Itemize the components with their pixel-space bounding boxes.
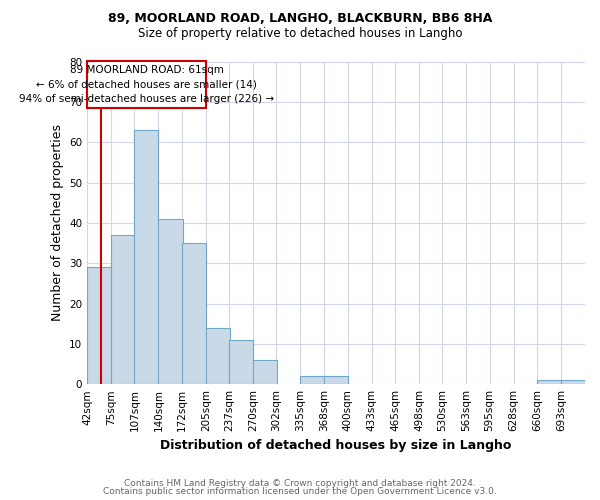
Text: 89 MOORLAND ROAD: 61sqm
← 6% of detached houses are smaller (14)
94% of semi-det: 89 MOORLAND ROAD: 61sqm ← 6% of detached… bbox=[19, 65, 274, 104]
Bar bbox=[158, 219, 182, 384]
Text: Size of property relative to detached houses in Langho: Size of property relative to detached ho… bbox=[138, 28, 462, 40]
X-axis label: Distribution of detached houses by size in Langho: Distribution of detached houses by size … bbox=[160, 440, 512, 452]
Bar bbox=[87, 62, 206, 108]
Bar bbox=[111, 235, 135, 384]
Text: Contains HM Land Registry data © Crown copyright and database right 2024.: Contains HM Land Registry data © Crown c… bbox=[124, 478, 476, 488]
Bar bbox=[134, 130, 158, 384]
Bar bbox=[325, 376, 349, 384]
Bar bbox=[229, 340, 253, 384]
Text: 89, MOORLAND ROAD, LANGHO, BLACKBURN, BB6 8HA: 89, MOORLAND ROAD, LANGHO, BLACKBURN, BB… bbox=[108, 12, 492, 26]
Bar bbox=[206, 328, 230, 384]
Y-axis label: Number of detached properties: Number of detached properties bbox=[50, 124, 64, 322]
Bar bbox=[537, 380, 561, 384]
Text: Contains public sector information licensed under the Open Government Licence v3: Contains public sector information licen… bbox=[103, 487, 497, 496]
Bar bbox=[253, 360, 277, 384]
Bar bbox=[301, 376, 325, 384]
Bar bbox=[87, 267, 111, 384]
Bar bbox=[561, 380, 585, 384]
Bar bbox=[182, 243, 206, 384]
